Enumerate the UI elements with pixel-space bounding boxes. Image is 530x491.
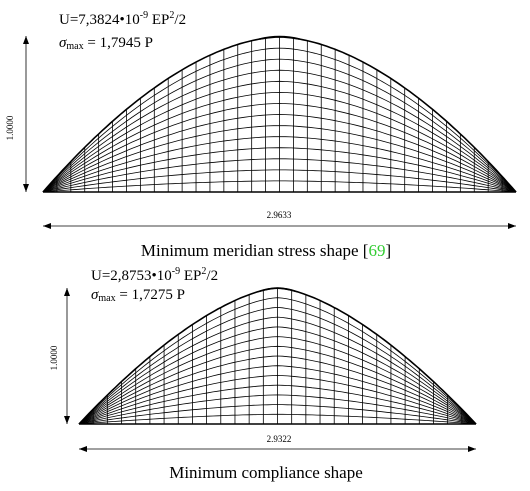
dome-mesh-top [42, 35, 517, 193]
parallel-line [78, 355, 477, 425]
caption-bottom: Minimum compliance shape [169, 463, 363, 482]
width-dimension-bottom [79, 446, 476, 452]
energy-annotation-bottom: U=2,8753•10-9 EP2/2 [91, 266, 218, 284]
parallel-line [78, 345, 477, 425]
parallel-line [78, 306, 477, 425]
parallel-line [42, 136, 517, 193]
parallel-line [78, 413, 477, 425]
energy-annotation-top: U=7,3824•10-9 EP2/2 [59, 10, 186, 28]
parallel-line [42, 125, 517, 193]
top-panel: 1.0000 2.9633 U=7,3824•10-9 EP2/2 σmax =… [5, 10, 517, 260]
width-label-top: 2.9633 [267, 210, 292, 220]
parallel-line [42, 58, 517, 193]
parallel-line [42, 102, 517, 193]
reference-link[interactable]: 69 [368, 241, 385, 260]
parallel-line [42, 169, 517, 193]
parallel-line [78, 326, 477, 425]
parallel-line [78, 297, 477, 425]
parallel-line [78, 336, 477, 425]
parallel-line [78, 394, 477, 425]
width-dimension-top [43, 223, 516, 229]
parallel-line [78, 365, 477, 425]
parallel-line [42, 80, 517, 193]
parallel-line [78, 316, 477, 425]
height-dimension-bottom [64, 288, 70, 424]
sigma-annotation-bottom: σmax = 1,7275 P [91, 287, 185, 304]
parallel-line [78, 384, 477, 425]
parallel-line [42, 91, 517, 193]
parallel-line [78, 374, 477, 425]
height-dimension-top [23, 36, 29, 192]
caption-top: Minimum meridian stress shape [69] [141, 241, 391, 260]
parallel-line [42, 114, 517, 193]
dome-crown [259, 287, 296, 293]
sigma-annotation-top: σmax = 1,7945 P [59, 35, 153, 52]
parallel-line [42, 158, 517, 193]
width-label-bottom: 2.9322 [267, 434, 292, 444]
parallel-line [42, 147, 517, 193]
bottom-panel: 1.0000 2.9322 U=2,8753•10-9 EP2/2 σmax =… [49, 266, 477, 482]
parallel-line [78, 404, 477, 425]
dome-mesh-bottom [78, 287, 477, 425]
dome-crown [259, 35, 300, 40]
height-label-top: 1.0000 [5, 115, 15, 140]
parallel-line [42, 47, 517, 193]
height-label-bottom: 1.0000 [49, 345, 59, 370]
parallel-line [42, 180, 517, 193]
parallel-line [42, 69, 517, 193]
